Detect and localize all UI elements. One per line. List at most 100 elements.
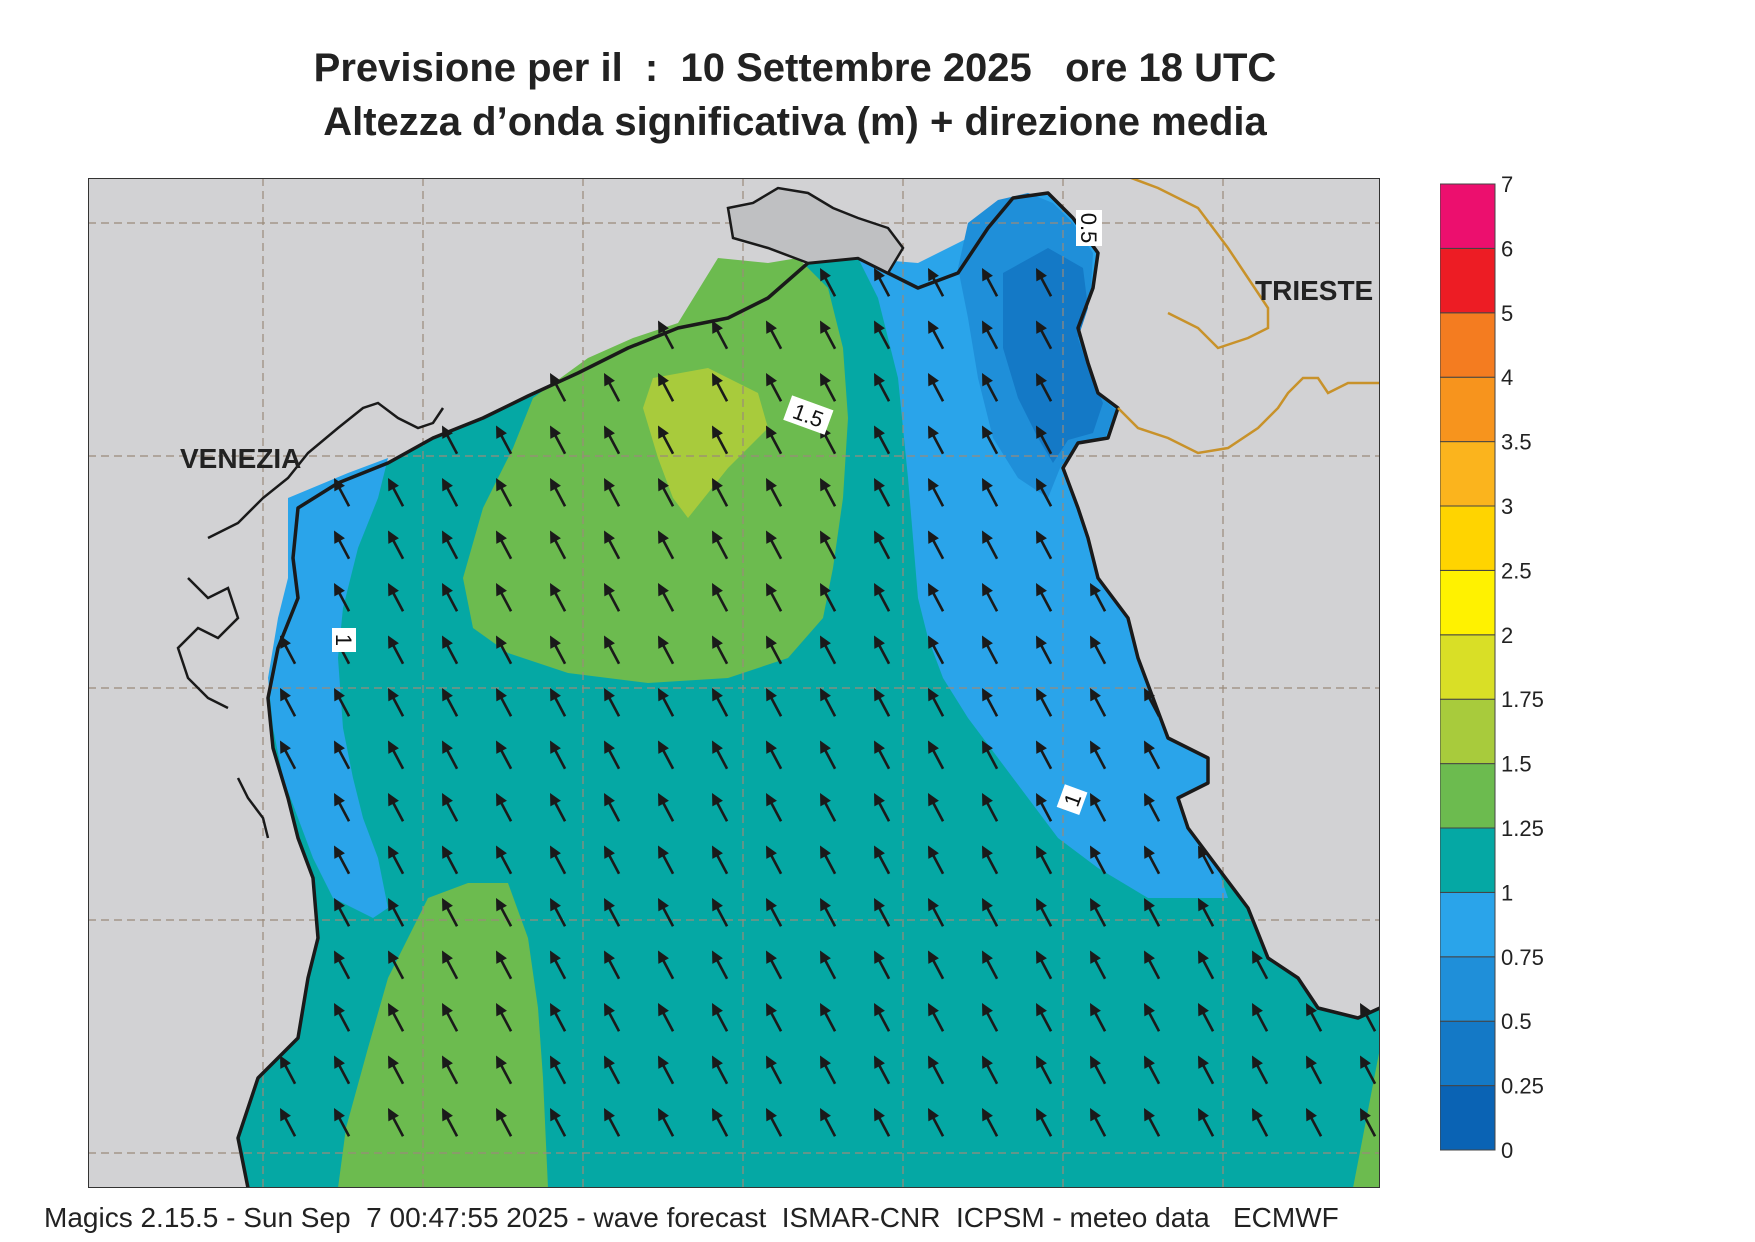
colorbar-swatch (1440, 312, 1496, 378)
direction-arrow (604, 1002, 621, 1032)
direction-arrow (766, 372, 783, 402)
direction-arrow (604, 1107, 621, 1137)
direction-arrow (280, 687, 297, 717)
direction-arrow (766, 477, 783, 507)
direction-arrow (1198, 1107, 1215, 1137)
direction-arrow (820, 1107, 837, 1137)
direction-arrow (550, 792, 567, 822)
direction-arrow (1090, 582, 1107, 612)
direction-arrow (1360, 1107, 1377, 1137)
direction-arrow (334, 740, 351, 770)
direction-arrow (874, 372, 891, 402)
direction-arrow (1036, 267, 1053, 297)
svg-text:1: 1 (331, 634, 356, 646)
direction-arrow (982, 1002, 999, 1032)
direction-arrow (874, 845, 891, 875)
colorbar-swatch (1440, 698, 1496, 765)
direction-arrow (874, 740, 891, 770)
direction-arrow (550, 425, 567, 455)
direction-arrow (712, 425, 729, 455)
colorbar-tick-label: 0 (1501, 1138, 1513, 1160)
map-frame (88, 178, 1380, 1188)
direction-arrow (874, 897, 891, 927)
direction-arrow (550, 845, 567, 875)
direction-arrow (334, 1055, 351, 1085)
direction-arrows (280, 267, 1377, 1137)
direction-arrow (658, 582, 675, 612)
direction-arrow (496, 740, 513, 770)
colorbar-tick-label: 1 (1501, 880, 1513, 905)
direction-arrow (982, 267, 999, 297)
direction-arrow (1036, 477, 1053, 507)
colorbar-tick-label: 4 (1501, 365, 1513, 390)
direction-arrow (928, 950, 945, 980)
direction-arrow (928, 792, 945, 822)
direction-arrow (442, 530, 459, 560)
direction-arrow (658, 897, 675, 927)
direction-arrow (496, 635, 513, 665)
direction-arrow (820, 897, 837, 927)
direction-arrow (442, 740, 459, 770)
direction-arrow (1036, 687, 1053, 717)
direction-arrow (388, 1002, 405, 1032)
direction-arrow (388, 845, 405, 875)
direction-arrow (388, 792, 405, 822)
direction-arrow (388, 530, 405, 560)
direction-arrow (874, 425, 891, 455)
colorbar-swatch (1440, 569, 1496, 636)
direction-arrow (820, 740, 837, 770)
direction-arrow (1144, 740, 1161, 770)
direction-arrow (928, 845, 945, 875)
direction-arrow (442, 477, 459, 507)
colorbar-swatch (1440, 1020, 1496, 1087)
direction-arrow (874, 477, 891, 507)
direction-arrow (820, 582, 837, 612)
direction-arrow (874, 582, 891, 612)
direction-arrow (1144, 897, 1161, 927)
direction-arrow (496, 897, 513, 927)
direction-arrow (928, 320, 945, 350)
direction-arrow (982, 845, 999, 875)
direction-arrow (1360, 1002, 1377, 1032)
direction-arrow (334, 1002, 351, 1032)
contour-label-1.5: 1.5 (783, 395, 834, 435)
wave-map: 0.5 1.5 1 1 VENEZIA TRIESTE (88, 178, 1380, 1188)
colorbar-tick-label: 0.25 (1501, 1074, 1544, 1099)
direction-arrow (712, 635, 729, 665)
contour-label-1-west: 1 (331, 628, 356, 652)
colorbar-swatch (1440, 505, 1496, 571)
direction-arrow (1036, 792, 1053, 822)
direction-arrow (658, 740, 675, 770)
direction-arrow (604, 372, 621, 402)
direction-arrow (388, 687, 405, 717)
direction-arrow (1036, 530, 1053, 560)
direction-arrow (388, 582, 405, 612)
direction-arrow (1036, 897, 1053, 927)
direction-arrow (874, 530, 891, 560)
direction-arrow (1090, 1107, 1107, 1137)
direction-arrow (658, 1002, 675, 1032)
direction-arrow (712, 740, 729, 770)
direction-arrow (928, 267, 945, 297)
direction-arrow (604, 845, 621, 875)
direction-arrow (874, 950, 891, 980)
direction-arrow (982, 635, 999, 665)
direction-arrow (388, 635, 405, 665)
direction-arrow (982, 950, 999, 980)
direction-arrow (1198, 1002, 1215, 1032)
direction-arrow (1252, 950, 1269, 980)
direction-arrow (658, 687, 675, 717)
direction-arrow (1090, 635, 1107, 665)
direction-arrow (820, 792, 837, 822)
direction-arrow (820, 635, 837, 665)
direction-arrow (982, 477, 999, 507)
direction-arrow (388, 897, 405, 927)
direction-arrow (928, 1107, 945, 1137)
direction-arrow (388, 477, 405, 507)
direction-arrow (1144, 950, 1161, 980)
direction-arrow (442, 687, 459, 717)
direction-arrow (1036, 372, 1053, 402)
direction-arrow (604, 792, 621, 822)
direction-arrow (550, 1107, 567, 1137)
direction-arrow (928, 1055, 945, 1085)
